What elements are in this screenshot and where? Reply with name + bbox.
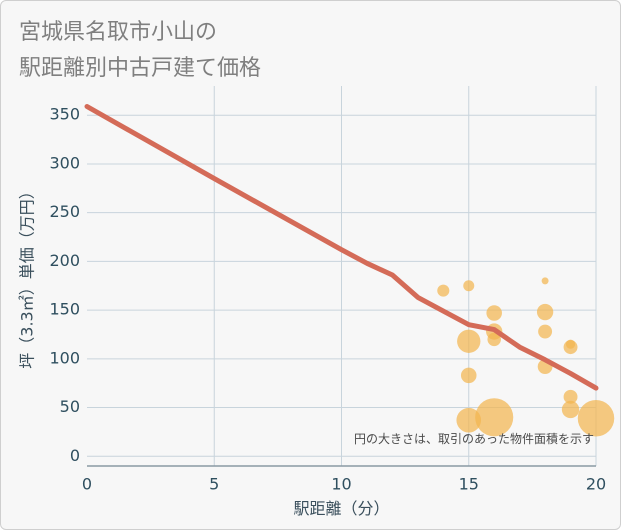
bubble-point (475, 398, 514, 437)
title-line-1: 宮城県名取市小山の (19, 20, 218, 45)
y-tick-label: 0 (70, 446, 80, 465)
x-tick-label: 5 (209, 475, 219, 494)
y-axis-label: 坪（3.3㎡）単価（万円） (18, 183, 37, 368)
y-tick-label: 350 (49, 105, 80, 124)
y-tick-label: 50 (60, 397, 80, 416)
bubble-point (487, 332, 501, 347)
bubble-point (457, 329, 481, 353)
bubble-point (577, 400, 615, 437)
x-axis-label: 駅距離（分） (293, 499, 389, 518)
bubble-point (563, 389, 578, 404)
y-tick-label: 100 (49, 348, 80, 367)
trend-line (84, 104, 599, 391)
chart-title: 宮城県名取市小山の 駅距離別中古戸建て価格 (19, 15, 261, 87)
bubble-point (536, 303, 554, 321)
x-tick-label: 10 (331, 475, 351, 494)
bubble-point (456, 407, 482, 433)
bubble-size-note: 円の大きさは、取引のあった物件面積を示す (354, 431, 594, 446)
x-tick-label: 15 (459, 475, 479, 494)
bubble-point (541, 277, 549, 285)
x-tick-label: 0 (82, 475, 92, 494)
grid-lines (87, 86, 597, 466)
bubble-point (486, 305, 502, 321)
bubble-point (460, 367, 477, 384)
title-line-2: 駅距離別中古戸建て価格 (19, 56, 262, 81)
y-tick-label: 200 (49, 251, 80, 270)
y-tick-label: 300 (49, 153, 80, 172)
y-tick-label: 250 (49, 202, 80, 221)
bubble-point (538, 324, 553, 339)
bubble-point (463, 280, 475, 292)
x-tick-label: 20 (586, 475, 606, 494)
bubble-point (563, 340, 578, 355)
bubbles-layer (437, 277, 615, 437)
y-tick-label: 150 (49, 300, 80, 319)
bubble-point (561, 400, 580, 419)
bubble-point (437, 284, 450, 297)
